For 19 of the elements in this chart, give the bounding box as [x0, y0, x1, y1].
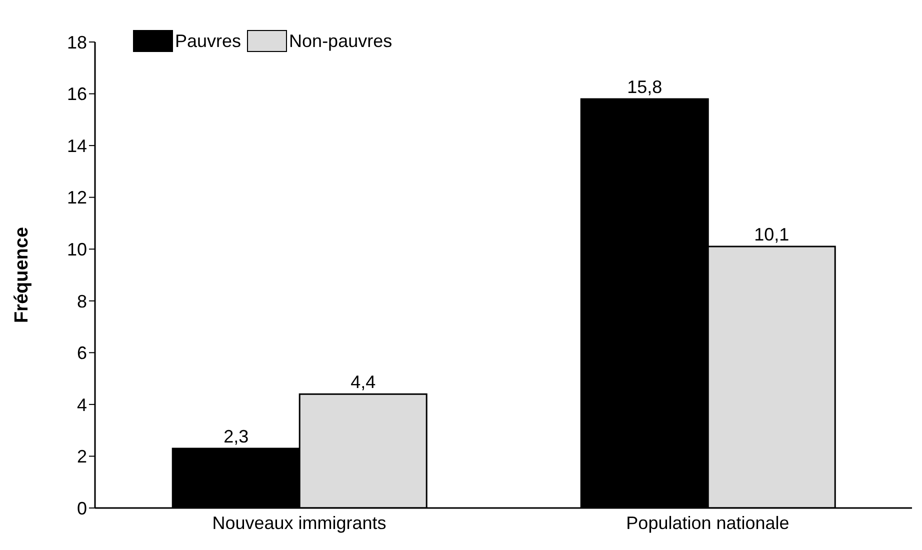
- legend-label: Non-pauvres: [289, 30, 392, 52]
- y-tick-label: 4: [76, 394, 87, 415]
- legend-label: Pauvres: [175, 30, 242, 52]
- y-tick-label: 8: [76, 291, 87, 312]
- y-tick-label: 16: [66, 84, 87, 104]
- y-tick-label: 0: [76, 498, 87, 518]
- y-tick-label: 6: [76, 343, 87, 364]
- y-tick-label: 12: [66, 188, 87, 208]
- y-tick-label: 10: [66, 240, 87, 260]
- data-label: 2,3: [224, 426, 249, 446]
- y-tick-label: 18: [66, 32, 87, 52]
- y-tick-label: 14: [66, 136, 87, 156]
- data-label: 4,4: [350, 372, 376, 392]
- x-tick-label: Nouveaux immigrants: [212, 512, 386, 533]
- data-label: 15,8: [627, 76, 662, 97]
- data-label: 10,1: [754, 224, 790, 245]
- y-axis-title: Fréquence: [12, 226, 33, 324]
- x-tick-label: Population nationale: [626, 512, 790, 533]
- y-tick-label: 2: [76, 446, 87, 467]
